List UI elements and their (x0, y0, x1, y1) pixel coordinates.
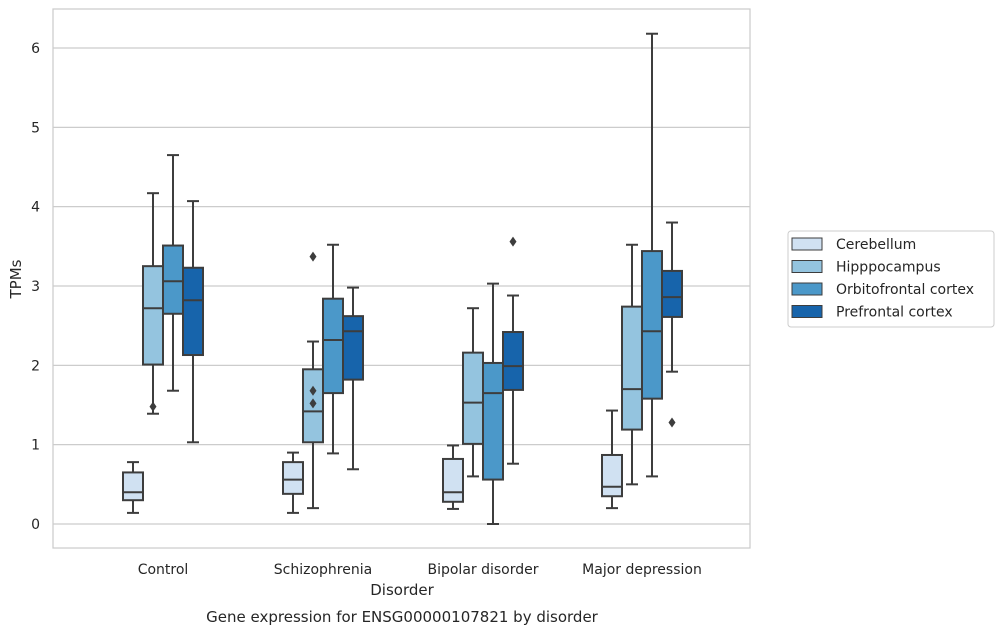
box-body (601, 453, 623, 498)
legend-swatch (791, 237, 823, 251)
legend-label: Cerebellum (836, 237, 916, 253)
box-body (182, 266, 204, 357)
box-cerebellum (601, 409, 623, 510)
y-tick-label: 0 (31, 517, 40, 533)
box-cerebellum (442, 444, 464, 510)
outlier-point (309, 398, 317, 409)
x-tick-label: Control (138, 562, 189, 578)
legend-label: Prefrontal cortex (836, 305, 953, 321)
y-tick-label: 5 (31, 120, 40, 136)
box-body (462, 351, 484, 445)
box-orbitofrontal-cortex (482, 282, 504, 525)
legend-swatch (791, 282, 823, 296)
box-orbitofrontal-cortex (162, 154, 184, 392)
box-prefrontal-cortex (342, 286, 364, 471)
x-tick-labels: Control Schizophrenia Bipolar disorder Majo… (138, 562, 702, 578)
legend-swatch (791, 260, 823, 273)
box-body (661, 269, 683, 318)
box-prefrontal-cortex (502, 236, 524, 465)
box-body (342, 315, 364, 381)
box-body (322, 297, 344, 395)
box-orbitofrontal-cortex (641, 32, 663, 478)
y-tick-label: 2 (31, 358, 40, 374)
outlier-point (309, 251, 317, 262)
box-body (502, 331, 524, 391)
box-hipppocampus (302, 251, 324, 510)
box-hipppocampus (462, 307, 484, 478)
box-cerebellum (122, 461, 144, 514)
box-hipppocampus (621, 243, 643, 486)
box-body (621, 305, 643, 431)
box-hipppocampus (142, 192, 164, 415)
box-body (482, 361, 504, 481)
outlier-point (668, 417, 676, 428)
outlier-point (309, 385, 317, 396)
x-axis-label: Disorder (370, 581, 434, 599)
box-orbitofrontal-cortex (322, 243, 344, 455)
y-tick-label: 6 (31, 41, 40, 57)
x-tick-label: Schizophrenia (274, 562, 372, 578)
plot-frame (52, 8, 751, 549)
box-body (122, 471, 144, 502)
legend-swatch (791, 305, 823, 318)
x-tick-label: Major depression (582, 562, 702, 578)
legend-label: Hipppocampus (836, 260, 941, 276)
box-prefrontal-cortex (182, 200, 204, 444)
outlier-point (149, 401, 157, 412)
y-axis-label: TPMs (7, 259, 25, 299)
box-cerebellum (282, 451, 304, 514)
box-body (641, 250, 663, 400)
box-body (142, 265, 164, 366)
x-tick-label: Bipolar disorder (427, 562, 538, 578)
y-tick-label: 1 (31, 438, 40, 454)
legend-frame (787, 230, 995, 328)
boxes (122, 32, 683, 525)
box-prefrontal-cortex (661, 221, 683, 428)
box-body (162, 244, 184, 315)
chart-caption: Gene expression for ENSG00000107821 by d… (206, 608, 599, 626)
y-tick-label: 4 (31, 200, 40, 216)
y-tick-labels: 0 1 2 3 4 5 6 (31, 41, 40, 533)
legend-label: Orbitofrontal cortex (836, 282, 974, 298)
box-body (442, 457, 464, 503)
legend: Cerebellum Hipppocampus Orbitofrontal cort… (787, 230, 995, 328)
box-body (282, 461, 304, 495)
outlier-point (509, 236, 517, 247)
y-tick-label: 3 (31, 279, 40, 295)
